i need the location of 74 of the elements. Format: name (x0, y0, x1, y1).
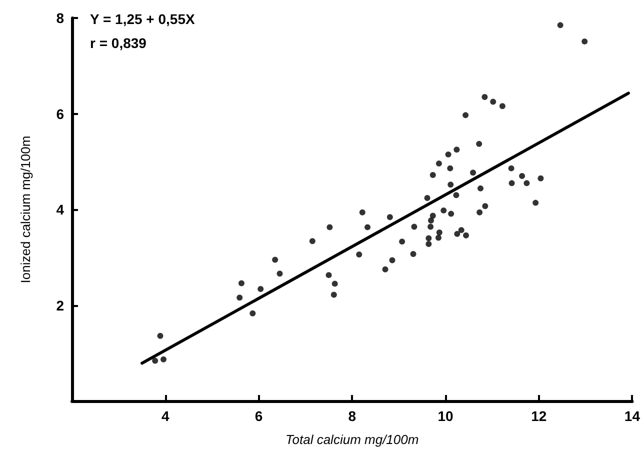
point (326, 224, 333, 230)
point (582, 38, 588, 44)
point (447, 165, 454, 172)
point (508, 180, 515, 186)
point (428, 224, 434, 230)
point (448, 182, 454, 188)
point (463, 232, 470, 238)
point (440, 207, 447, 214)
point (519, 172, 526, 179)
point (236, 294, 243, 301)
point (364, 224, 371, 230)
point (436, 229, 442, 236)
point (276, 270, 283, 277)
point (538, 175, 544, 182)
point (524, 180, 530, 186)
x-axis-title: Total calcium mg/100m (286, 432, 419, 447)
point (458, 227, 464, 234)
y-tick-label: 4 (56, 202, 64, 218)
point (258, 286, 264, 292)
point (386, 214, 393, 220)
point (454, 230, 460, 237)
x-tick-label: 8 (348, 408, 356, 424)
point (476, 140, 482, 147)
point (508, 165, 514, 172)
point (428, 218, 434, 224)
point (332, 280, 338, 287)
point (330, 292, 337, 298)
point (476, 209, 483, 216)
point (411, 224, 418, 230)
point (399, 238, 406, 245)
point (309, 238, 316, 244)
point (477, 185, 484, 192)
point (482, 203, 488, 210)
annotation: r = 0,839 (90, 35, 147, 51)
point (424, 195, 430, 202)
y-tick-label: 2 (56, 297, 64, 314)
point (448, 210, 454, 217)
x-tick-label: 6 (254, 408, 263, 424)
point (453, 192, 460, 198)
point (454, 146, 460, 153)
point (426, 235, 432, 242)
point (426, 240, 432, 247)
point (445, 151, 452, 158)
point (152, 358, 158, 364)
x-tick-label: 14 (624, 408, 640, 424)
x-tick-label: 4 (161, 408, 170, 424)
point (250, 310, 256, 316)
point (470, 170, 476, 176)
point (410, 251, 416, 258)
point (532, 200, 539, 206)
point (435, 234, 442, 241)
point (272, 256, 278, 263)
point (430, 172, 436, 178)
point (436, 160, 442, 167)
point (462, 112, 469, 118)
point (356, 252, 362, 258)
point (160, 356, 166, 362)
x-tick-label: 10 (438, 408, 454, 424)
point (389, 257, 396, 264)
x-tick-label: 12 (531, 408, 547, 424)
point (359, 209, 366, 216)
point (482, 94, 488, 100)
point (557, 22, 564, 28)
y-tick-label: 6 (56, 106, 64, 122)
point (382, 266, 388, 272)
y-tick-label: 8 (56, 10, 64, 26)
point (238, 280, 244, 286)
point (326, 272, 332, 278)
point (430, 212, 436, 219)
point (157, 332, 164, 339)
y-axis-title: Ionized calcium mg/100m (18, 136, 33, 284)
point (490, 98, 496, 105)
point (499, 103, 506, 110)
annotation: Y = 1,25 + 0,55X (90, 11, 196, 27)
